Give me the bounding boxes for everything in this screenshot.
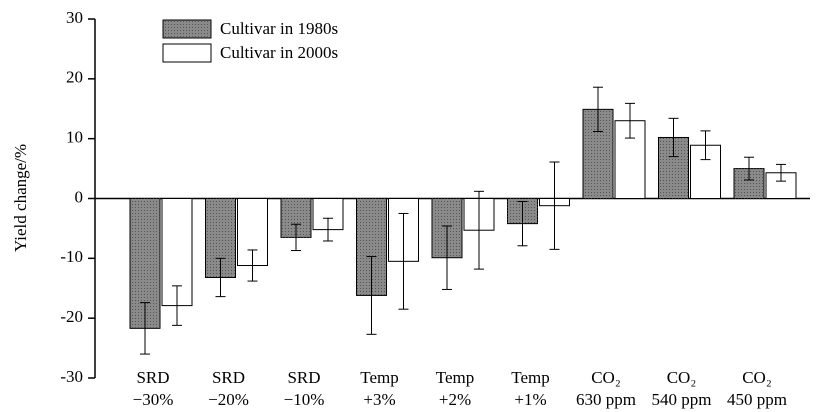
error-bar xyxy=(549,161,560,250)
x-tick-label: SRD xyxy=(287,368,320,387)
y-axis-label: Yield change/% xyxy=(11,144,30,252)
y-tick-label: -10 xyxy=(60,247,83,266)
error-bar xyxy=(517,200,528,247)
bar xyxy=(237,198,268,267)
error-bar xyxy=(215,257,226,298)
x-tick-label: +1% xyxy=(514,390,546,409)
y-tick-label: 0 xyxy=(75,187,84,206)
x-tick-label: −10% xyxy=(284,390,325,409)
y-tick-label: 30 xyxy=(66,8,83,27)
legend-texture xyxy=(163,20,211,38)
error-bar xyxy=(172,285,182,326)
error-bar xyxy=(625,102,635,139)
error-bar xyxy=(442,225,452,290)
error-bar xyxy=(291,223,301,252)
y-tick-label: 10 xyxy=(66,128,83,147)
error-bar xyxy=(776,163,786,182)
error-bar xyxy=(474,190,484,270)
x-tick-label: CO₂ xyxy=(667,368,697,387)
error-bar xyxy=(140,302,150,355)
error-bar xyxy=(366,256,377,335)
x-tick-label: CO₂ xyxy=(591,368,621,387)
legend-swatch xyxy=(162,43,212,63)
x-tick-label: SRD xyxy=(136,368,169,387)
x-tick-label: +3% xyxy=(363,390,395,409)
y-tick-label: -20 xyxy=(60,307,83,326)
error-bar xyxy=(323,217,333,242)
x-tick-label: −20% xyxy=(208,390,249,409)
x-tick-label: 540 ppm xyxy=(652,390,712,409)
x-tick-label: −30% xyxy=(133,390,174,409)
x-tick-label: +2% xyxy=(439,390,471,409)
error-bar xyxy=(744,156,754,181)
x-tick-label: Temp xyxy=(511,368,549,387)
x-tick-label: Temp xyxy=(360,368,398,387)
x-tick-label: 630 ppm xyxy=(576,390,636,409)
y-tick-label: -30 xyxy=(60,367,83,386)
legend-label: Cultivar in 1980s xyxy=(220,19,338,38)
error-bar xyxy=(398,212,409,310)
error-bar xyxy=(700,130,711,161)
x-tick-label: Temp xyxy=(436,368,474,387)
x-tick-label: CO₂ xyxy=(742,368,772,387)
legend-label: Cultivar in 2000s xyxy=(220,43,338,62)
x-tick-label: 450 ppm xyxy=(727,390,787,409)
bar xyxy=(765,172,797,199)
error-bar xyxy=(593,86,603,132)
error-bar xyxy=(247,249,258,282)
y-tick-label: 20 xyxy=(66,68,83,87)
error-bar xyxy=(668,117,679,158)
x-tick-label: SRD xyxy=(212,368,245,387)
